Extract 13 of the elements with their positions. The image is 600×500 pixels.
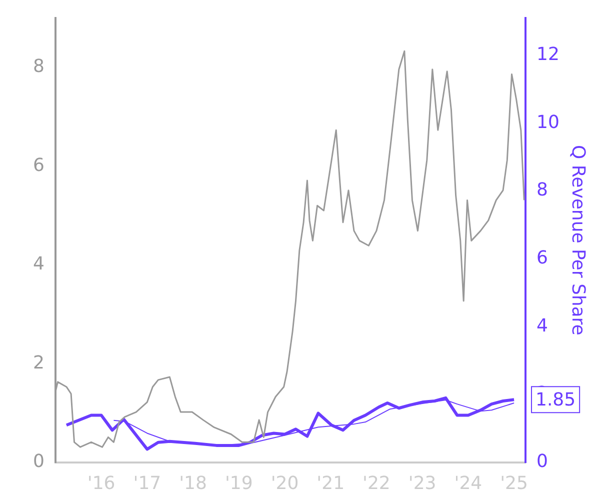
y-tick-label: 6	[33, 154, 44, 176]
y-tick-label: 2	[33, 352, 44, 374]
y2-tick-label: 0	[536, 451, 548, 472]
y2-tick-label: 8	[536, 180, 548, 201]
y2-tick-label: 10	[536, 112, 560, 133]
text: 1.85	[535, 389, 576, 410]
y2-axis-title: Q Revenue Per Share	[568, 145, 589, 336]
y2-tick-label: 12	[536, 44, 560, 65]
y2-tick-label: 4	[536, 315, 548, 336]
y-tick-label: 4	[33, 254, 44, 275]
y-tick-label: 0	[33, 451, 44, 472]
y-tick-label: 8	[33, 56, 44, 78]
y2-tick-label: 6	[536, 248, 548, 269]
